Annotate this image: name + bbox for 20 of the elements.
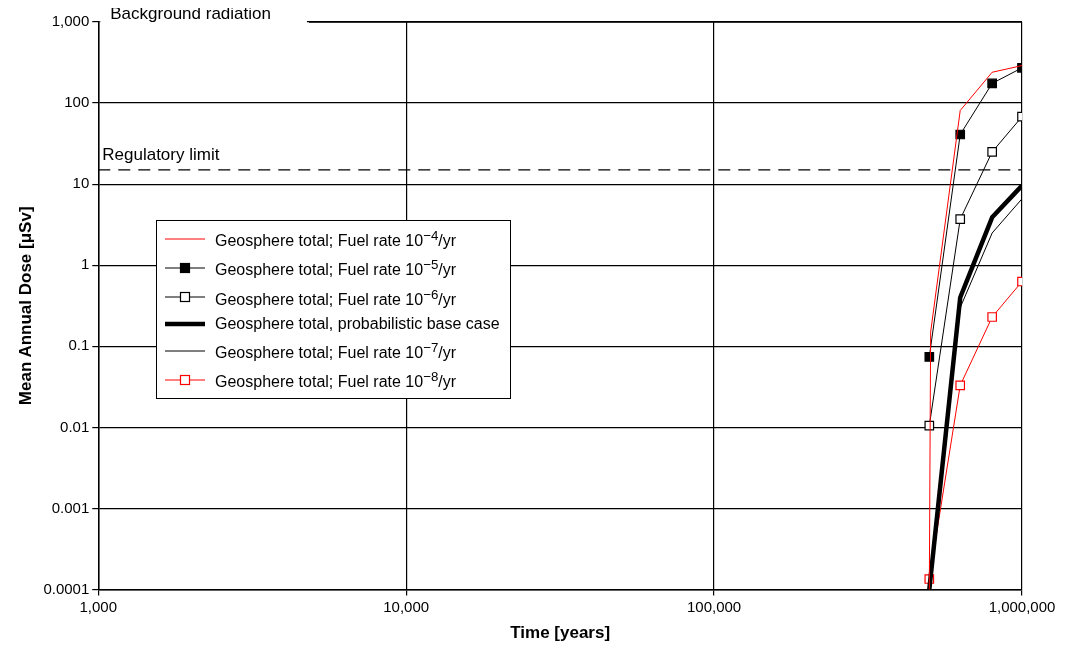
y-axis-title: Mean Annual Dose [μSv] — [15, 206, 35, 406]
x-axis-title: Time [years] — [510, 623, 611, 643]
y-tick-label: 100 — [64, 93, 90, 111]
y-tick-label: 10 — [72, 174, 90, 192]
legend-label: Geosphere total; Fuel rate 10$^{−8}$/yr — [215, 368, 457, 393]
y-tick-label: 1,000 — [51, 12, 90, 30]
x-tick-label: 1,000,000 — [988, 597, 1056, 615]
legend-label: Geosphere total; Fuel rate 10$^{−4}$/yr — [215, 227, 457, 252]
y-tick-label: 0.01 — [60, 417, 90, 435]
legend-label: Geosphere total; Fuel rate 10$^{−5}$/yr — [215, 256, 457, 281]
x-tick-label: 10,000 — [383, 597, 430, 615]
x-tick-label: 100,000 — [686, 597, 742, 615]
legend-label: Geosphere total, probabilistic base case — [215, 314, 500, 334]
legend-label: Geosphere total; Fuel rate 10$^{−6}$/yr — [215, 285, 457, 310]
ref-line-label: Regulatory limit — [102, 145, 220, 165]
y-tick-label: 1 — [80, 255, 90, 273]
y-tick-label: 0.001 — [51, 498, 90, 516]
legend-label: Geosphere total; Fuel rate 10$^{−7}$/yr — [215, 339, 457, 364]
y-tick-label: 0.0001 — [43, 579, 90, 597]
y-tick-label: 0.1 — [68, 336, 90, 354]
